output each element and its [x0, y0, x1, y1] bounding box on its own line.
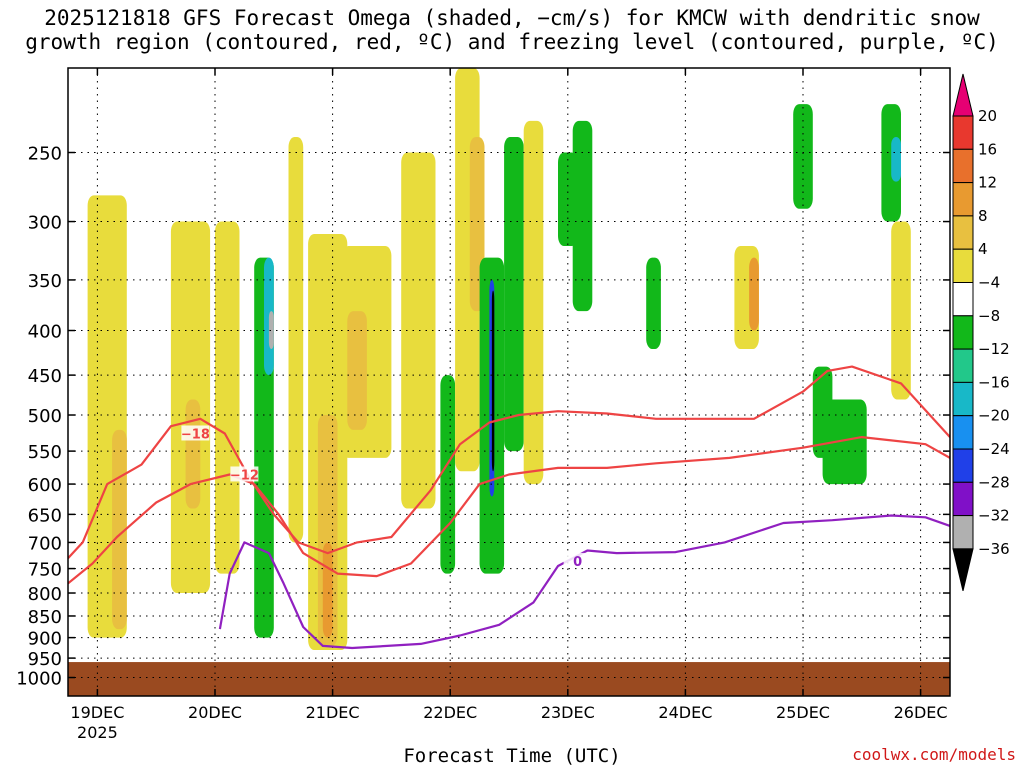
- x-tick-label-24DEC: 24DEC: [658, 703, 712, 722]
- ground-layer: [68, 662, 950, 696]
- y-tick-label-950: 950: [28, 649, 62, 670]
- x-tick-sublabel-19DEC: 2025: [77, 723, 118, 742]
- colorbar-label-1: 16: [978, 140, 997, 158]
- omega-feature-23: [523, 120, 544, 485]
- colorbar-bin-6: [952, 282, 974, 317]
- y-tick-label-900: 900: [28, 629, 62, 650]
- colorbar-bin-1: [952, 115, 974, 150]
- omega-feature-22: [504, 137, 524, 452]
- x-tick-label-21DEC: 21DEC: [306, 703, 360, 722]
- omega-feature-33: [891, 137, 901, 182]
- omega-feature-21: [491, 290, 495, 472]
- contour-label-bg-dendritic-18C: [181, 425, 210, 441]
- omega-feature-15: [440, 375, 456, 574]
- contour-label-dendritic-18C: −18: [181, 427, 210, 442]
- colorbar-bin-4: [952, 215, 974, 250]
- y-tick-label-400: 400: [28, 322, 62, 343]
- omega-feature-11: [322, 542, 333, 638]
- contour-label-bg-freezing-level-0C: [563, 552, 592, 568]
- omega-feature-25: [572, 120, 593, 312]
- omega-feature-3: [185, 399, 201, 509]
- colorbar-bottom-arrow: [952, 548, 974, 592]
- colorbar-bin-12: [952, 481, 974, 517]
- x-tick-label-19DEC: 19DEC: [70, 703, 124, 722]
- colorbar-bin-7: [952, 315, 974, 350]
- colorbar-bin-13: [952, 515, 974, 550]
- contour-label-bg-dendritic-12C: [230, 466, 259, 482]
- omega-feature-13: [347, 311, 367, 430]
- x-tick-label-26DEC: 26DEC: [894, 703, 948, 722]
- x-tick-label-22DEC: 22DEC: [423, 703, 477, 722]
- omega-feature-7: [268, 311, 274, 349]
- omega-feature-26: [646, 257, 661, 349]
- omega-feature-29: [793, 104, 813, 209]
- colorbar-bin-11: [952, 448, 974, 483]
- y-tick-label-850: 850: [28, 607, 62, 628]
- colorbar-label-13: −36: [978, 540, 1010, 558]
- y-tick-label-450: 450: [28, 366, 62, 387]
- plot-frame: [67, 67, 951, 697]
- omega-feature-31: [822, 399, 867, 485]
- colorbar-label-7: −12: [978, 340, 1010, 358]
- colorbar-bin-10: [952, 415, 974, 450]
- x-tick-label-20DEC: 20DEC: [188, 703, 242, 722]
- colorbar-label-5: −4: [978, 274, 1000, 292]
- credit-link[interactable]: coolwx.com/models: [852, 745, 1016, 764]
- chart-title-line-1: 2025121818 GFS Forecast Omega (shaded, −…: [44, 6, 980, 30]
- y-tick-label-250: 250: [28, 144, 62, 165]
- colorbar-label-10: −24: [978, 440, 1010, 458]
- grid-layer: [68, 68, 950, 696]
- y-tick-label-300: 300: [28, 213, 62, 234]
- colorbar-label-6: −8: [978, 307, 1000, 325]
- colorbar-label-2: 12: [978, 174, 997, 192]
- contour-layer: −18 −12 0: [68, 365, 950, 650]
- omega-feature-8: [288, 137, 304, 543]
- colorbar-bin-5: [952, 248, 974, 283]
- chart-title-line-2: growth region (contoured, red, ºC) and f…: [25, 30, 999, 54]
- omega-feature-28: [749, 257, 759, 331]
- y-tick-label-650: 650: [28, 505, 62, 526]
- y-tick-label-500: 500: [28, 406, 62, 427]
- colorbar: 20 16 12 8 4 −4 −8 −12 −16 −20 −24 −28 −32 −36: [952, 73, 1010, 592]
- colorbar-top-arrow: [952, 73, 974, 117]
- y-tick-label-750: 750: [28, 560, 62, 581]
- contour-dendritic-18C: [68, 365, 950, 560]
- colorbar-label-0: 20: [978, 107, 997, 125]
- y-tick-label-350: 350: [28, 271, 62, 292]
- y-tick-label-550: 550: [28, 442, 62, 463]
- omega-feature-34: [891, 221, 911, 400]
- x-tick-label-23DEC: 23DEC: [541, 703, 595, 722]
- omega-feature-4: [215, 221, 240, 574]
- x-axis-label: Forecast Time (UTC): [403, 745, 621, 767]
- contour-dendritic-12C: [68, 436, 950, 585]
- chart-title: 2025121818 GFS Forecast Omega (shaded, −…: [0, 6, 1024, 54]
- colorbar-bin-3: [952, 182, 974, 217]
- y-tick-label-700: 700: [28, 533, 62, 554]
- contour-label-dendritic-12C: −12: [230, 468, 259, 483]
- colorbar-label-8: −16: [978, 373, 1010, 391]
- y-axis: 2503003504004505005506006507007508008509…: [16, 144, 950, 690]
- colorbar-label-3: 8: [978, 207, 988, 225]
- colorbar-label-12: −32: [978, 507, 1010, 525]
- omega-feature-14: [401, 152, 436, 509]
- x-tick-label-25DEC: 25DEC: [776, 703, 830, 722]
- contour-label-freezing-level-0C: 0: [573, 555, 582, 570]
- colorbar-label-4: 4: [978, 240, 988, 258]
- contour-freezing-level-0C: [218, 514, 950, 650]
- colorbar-bin-8: [952, 348, 974, 383]
- colorbar-bin-2: [952, 148, 974, 184]
- colorbar-label-9: −20: [978, 407, 1010, 425]
- y-tick-label-600: 600: [28, 475, 62, 496]
- ground-fill: [68, 662, 950, 696]
- colorbar-label-11: −28: [978, 473, 1010, 491]
- y-tick-label-1000: 1000: [16, 669, 62, 690]
- y-tick-label-800: 800: [28, 584, 62, 605]
- colorbar-bin-9: [952, 381, 974, 417]
